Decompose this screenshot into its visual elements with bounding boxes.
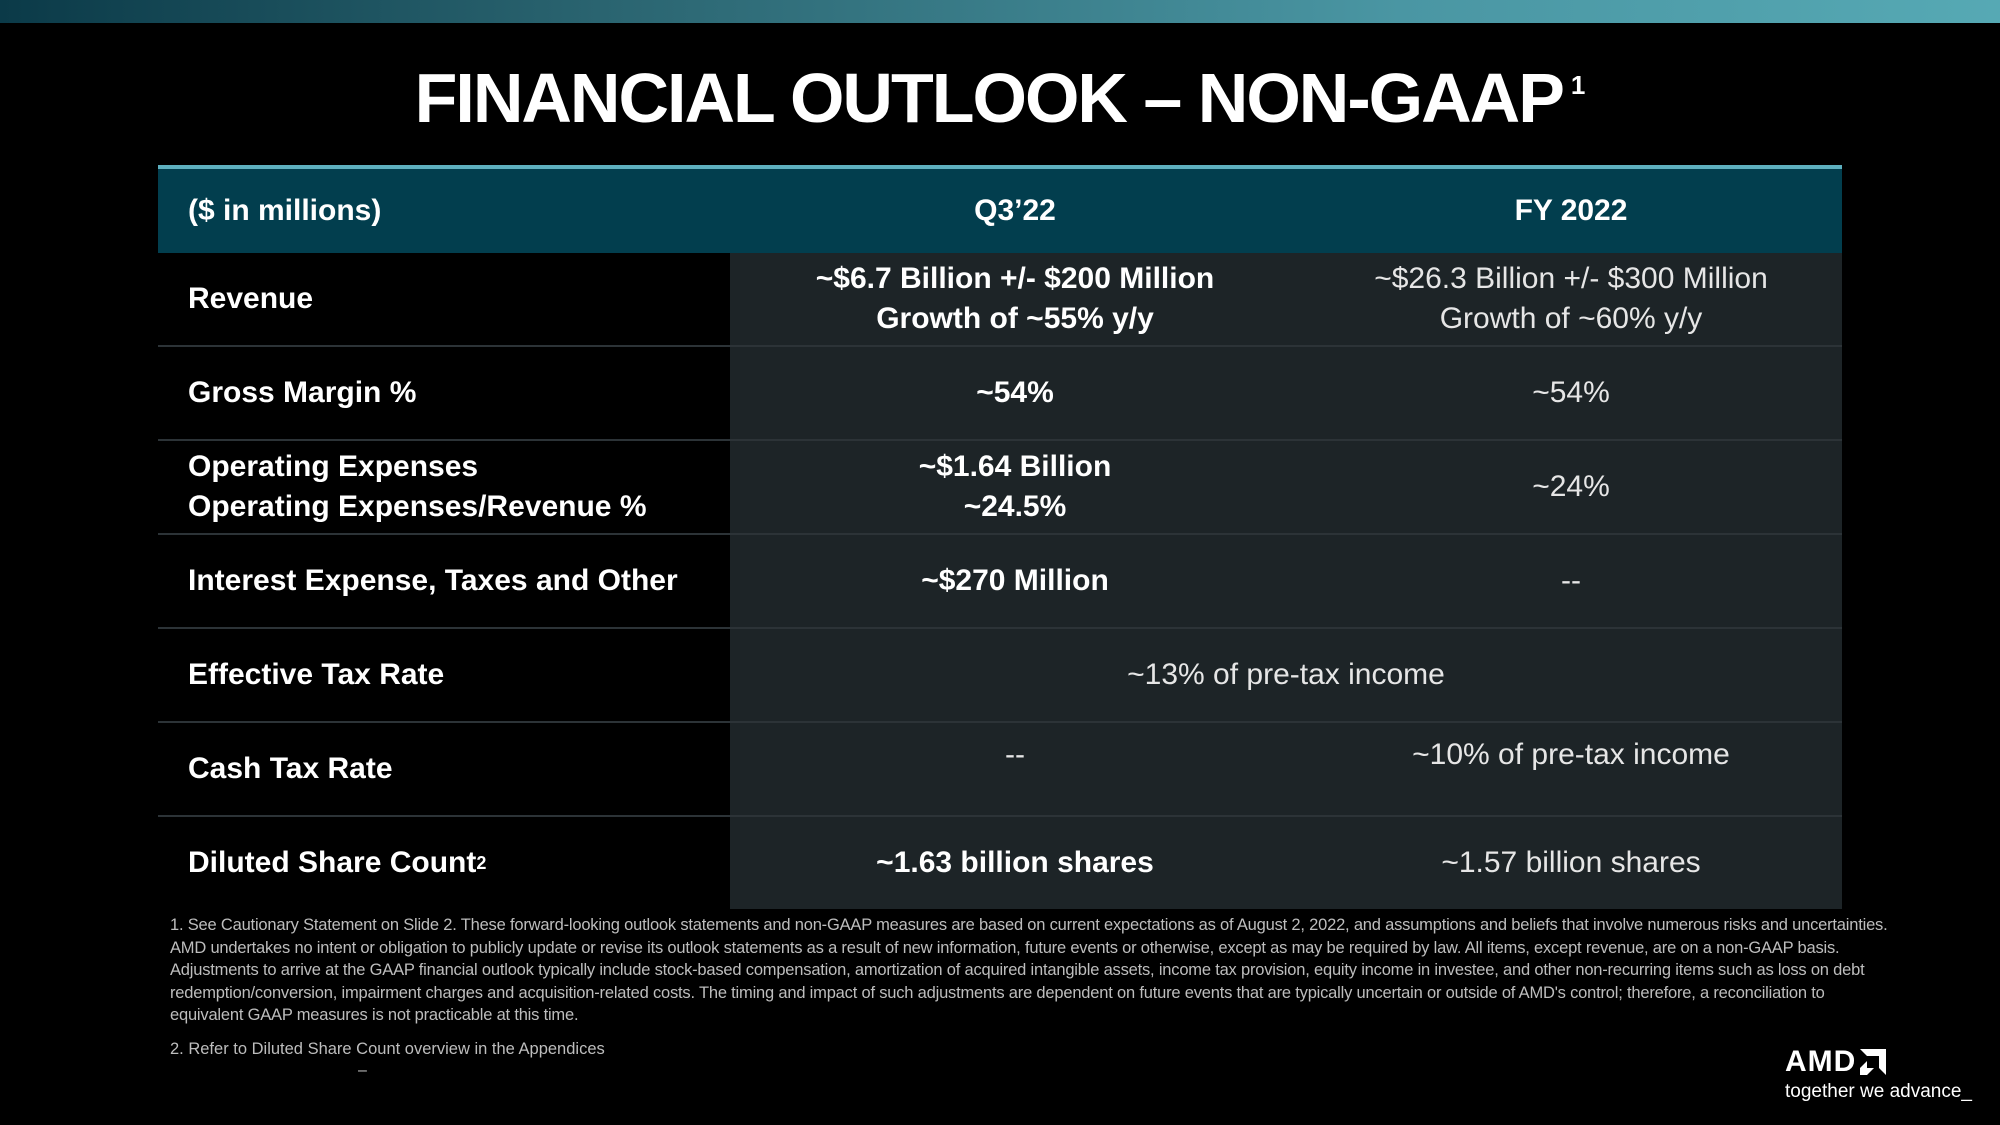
cell-value: -- <box>1005 738 1025 771</box>
header-units: ($ in millions) <box>188 194 382 227</box>
table-row-effective-tax-rate: Effective Tax Rate ~13% of pre-tax incom… <box>158 629 1842 723</box>
table-header: ($ in millions) Q3’22 FY 2022 <box>158 165 1842 253</box>
cell-value: Growth of ~60% y/y <box>1439 302 1703 335</box>
cell-value: ~$6.7 Billion +/- $200 Million <box>815 262 1215 295</box>
row-label: Operating Expenses/Revenue % <box>188 490 647 523</box>
footnote-1: 1. See Cautionary Statement on Slide 2. … <box>170 916 1888 1024</box>
footnote-2: 2. Refer to Diluted Share Count overview… <box>170 1040 605 1058</box>
cell-value: ~10% of pre-tax income <box>1412 738 1730 771</box>
header-fy: FY 2022 <box>1514 194 1628 227</box>
row-label: Effective Tax Rate <box>158 629 730 721</box>
cell-value: ~1.63 billion shares <box>876 846 1154 879</box>
top-gradient-bar <box>0 0 2000 23</box>
cell-value: ~54% <box>976 376 1054 409</box>
cell-value-combined: ~13% of pre-tax income <box>730 629 1842 721</box>
cell-value: ~$270 Million <box>921 564 1109 597</box>
cell-value: ~24.5% <box>963 490 1067 523</box>
table-row-revenue: Revenue ~$6.7 Billion +/- $200 Million Gr… <box>158 253 1842 347</box>
header-q3: Q3’22 <box>974 194 1056 227</box>
outlook-table: ($ in millions) Q3’22 FY 2022 Revenue ~$… <box>158 165 1842 909</box>
footer-dash: – <box>358 1062 367 1079</box>
row-label: Gross Margin % <box>158 347 730 439</box>
row-label: Operating Expenses <box>188 450 479 483</box>
footnote-ref: 1 <box>1570 70 1586 100</box>
table-row-diluted-share-count: Diluted Share Count 2 ~1.63 billion share… <box>158 817 1842 909</box>
table-row-gross-margin: Gross Margin % ~54% ~54% <box>158 347 1842 441</box>
cell-value: ~54% <box>1532 376 1610 409</box>
table-row-interest-expense: Interest Expense, Taxes and Other ~$270 … <box>158 535 1842 629</box>
cell-value: ~$26.3 Billion +/- $300 Million <box>1374 262 1768 295</box>
logo-brand: AMD <box>1785 1045 1857 1078</box>
cell-value: ~1.57 billion shares <box>1441 846 1701 879</box>
cell-value: -- <box>1561 564 1581 597</box>
logo-tagline: together we advance_ <box>1785 1081 1972 1102</box>
page-title: FINANCIAL OUTLOOK – NON-GAAP 1 <box>414 59 1586 137</box>
row-label: Cash Tax Rate <box>158 723 730 815</box>
footnote-ref: 2 <box>476 853 487 873</box>
cell-value: ~24% <box>1532 470 1610 503</box>
amd-arrow-icon <box>1860 1049 1887 1075</box>
row-label: Revenue <box>158 253 730 345</box>
row-label: Interest Expense, Taxes and Other <box>158 535 730 627</box>
amd-logo: AMD together we advance_ <box>1785 1045 1972 1103</box>
table-row-operating-expenses: Operating Expenses Operating Expenses/Re… <box>158 441 1842 535</box>
row-label: Diluted Share Count <box>188 846 477 879</box>
cell-value: Growth of ~55% y/y <box>876 302 1154 335</box>
cell-value: ~$1.64 Billion <box>918 450 1112 483</box>
table-row-cash-tax-rate: Cash Tax Rate -- ~10% of pre-tax income <box>158 723 1842 817</box>
